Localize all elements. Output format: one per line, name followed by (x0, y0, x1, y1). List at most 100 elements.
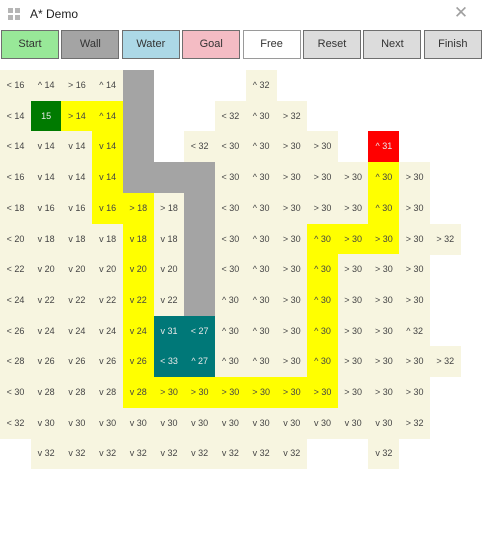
visited-cell[interactable]: ^ 30 (215, 316, 246, 347)
visited-cell[interactable]: v 30 (307, 408, 338, 439)
visited-cell[interactable]: v 30 (276, 408, 307, 439)
wall-cell[interactable] (184, 285, 215, 316)
visited-cell[interactable]: > 30 (276, 346, 307, 377)
path-cell[interactable]: > 18 (123, 193, 154, 224)
visited-cell[interactable]: v 32 (184, 438, 215, 469)
path-cell[interactable]: v 26 (123, 346, 154, 377)
visited-cell[interactable]: v 30 (368, 408, 399, 439)
visited-cell[interactable]: ^ 30 (215, 346, 246, 377)
goal-cell[interactable]: ^ 31 (368, 131, 399, 162)
visited-cell[interactable]: v 32 (368, 438, 399, 469)
wall-cell[interactable] (123, 162, 154, 193)
visited-cell[interactable]: ^ 30 (246, 224, 277, 255)
visited-cell[interactable]: v 30 (184, 408, 215, 439)
visited-cell[interactable]: > 32 (430, 346, 461, 377)
visited-cell[interactable]: v 20 (61, 254, 92, 285)
visited-cell[interactable]: > 32 (276, 101, 307, 132)
visited-cell[interactable]: v 30 (154, 408, 185, 439)
water-cell[interactable]: < 33 (154, 346, 185, 377)
visited-cell[interactable]: > 30 (338, 162, 369, 193)
visited-cell[interactable]: > 30 (338, 193, 369, 224)
visited-cell[interactable]: v 20 (154, 254, 185, 285)
visited-cell[interactable]: > 30 (368, 285, 399, 316)
visited-cell[interactable]: v 28 (31, 377, 62, 408)
visited-cell[interactable]: ^ 32 (246, 70, 277, 101)
visited-cell[interactable]: v 14 (31, 162, 62, 193)
wall-cell[interactable] (184, 193, 215, 224)
visited-cell[interactable]: v 14 (61, 131, 92, 162)
path-cell[interactable]: v 22 (123, 285, 154, 316)
path-cell[interactable]: ^ 30 (307, 224, 338, 255)
visited-cell[interactable]: > 30 (307, 193, 338, 224)
visited-cell[interactable]: v 30 (215, 408, 246, 439)
visited-cell[interactable]: ^ 30 (246, 254, 277, 285)
visited-cell[interactable]: < 30 (215, 224, 246, 255)
visited-cell[interactable]: < 30 (215, 131, 246, 162)
visited-cell[interactable]: v 30 (123, 408, 154, 439)
path-cell[interactable]: > 30 (307, 377, 338, 408)
visited-cell[interactable]: > 18 (154, 193, 185, 224)
wall-cell[interactable] (123, 70, 154, 101)
visited-cell[interactable]: < 18 (0, 193, 31, 224)
path-cell[interactable]: ^ 14 (92, 101, 123, 132)
visited-cell[interactable]: > 30 (307, 131, 338, 162)
next-button[interactable]: Next (363, 30, 421, 59)
path-cell[interactable]: ^ 30 (368, 162, 399, 193)
path-cell[interactable]: > 30 (154, 377, 185, 408)
visited-cell[interactable]: > 32 (399, 408, 430, 439)
visited-cell[interactable]: v 24 (31, 316, 62, 347)
visited-cell[interactable]: > 32 (430, 224, 461, 255)
visited-cell[interactable]: v 30 (31, 408, 62, 439)
visited-cell[interactable]: < 24 (0, 285, 31, 316)
path-cell[interactable]: v 14 (92, 131, 123, 162)
visited-cell[interactable]: v 28 (61, 377, 92, 408)
visited-cell[interactable]: v 32 (154, 438, 185, 469)
visited-cell[interactable]: v 18 (92, 224, 123, 255)
reset-button[interactable]: Reset (303, 30, 361, 59)
wall-cell[interactable] (184, 162, 215, 193)
visited-cell[interactable]: < 14 (0, 131, 31, 162)
path-cell[interactable]: > 30 (184, 377, 215, 408)
visited-cell[interactable]: > 30 (399, 162, 430, 193)
visited-cell[interactable]: ^ 30 (246, 193, 277, 224)
visited-cell[interactable]: > 30 (399, 254, 430, 285)
visited-cell[interactable]: > 30 (338, 285, 369, 316)
visited-cell[interactable]: > 30 (399, 193, 430, 224)
path-cell[interactable]: > 30 (368, 224, 399, 255)
visited-cell[interactable]: < 32 (184, 131, 215, 162)
path-cell[interactable]: v 18 (123, 224, 154, 255)
visited-cell[interactable]: > 30 (399, 346, 430, 377)
visited-cell[interactable]: > 30 (399, 285, 430, 316)
visited-cell[interactable]: > 30 (399, 377, 430, 408)
visited-cell[interactable]: ^ 30 (246, 285, 277, 316)
visited-cell[interactable]: v 30 (338, 408, 369, 439)
visited-cell[interactable]: < 32 (215, 101, 246, 132)
visited-cell[interactable]: v 30 (61, 408, 92, 439)
visited-cell[interactable]: v 32 (61, 438, 92, 469)
visited-cell[interactable]: < 32 (0, 408, 31, 439)
visited-cell[interactable]: v 22 (61, 285, 92, 316)
visited-cell[interactable]: > 30 (368, 346, 399, 377)
goal-button[interactable]: Goal (182, 30, 240, 59)
water-cell[interactable]: v 31 (154, 316, 185, 347)
visited-cell[interactable]: > 30 (276, 224, 307, 255)
visited-cell[interactable]: v 24 (61, 316, 92, 347)
visited-cell[interactable]: ^ 30 (246, 162, 277, 193)
visited-cell[interactable]: > 16 (61, 70, 92, 101)
visited-cell[interactable]: v 30 (92, 408, 123, 439)
start-button[interactable]: Start (1, 30, 59, 59)
visited-cell[interactable]: > 30 (338, 346, 369, 377)
visited-cell[interactable]: v 18 (154, 224, 185, 255)
wall-button[interactable]: Wall (61, 30, 119, 59)
visited-cell[interactable]: > 30 (276, 254, 307, 285)
visited-cell[interactable]: v 22 (31, 285, 62, 316)
visited-cell[interactable]: ^ 30 (246, 346, 277, 377)
visited-cell[interactable]: v 28 (92, 377, 123, 408)
path-cell[interactable]: ^ 30 (368, 193, 399, 224)
visited-cell[interactable]: > 30 (338, 254, 369, 285)
finish-button[interactable]: Finish (424, 30, 482, 59)
visited-cell[interactable]: > 30 (276, 193, 307, 224)
visited-cell[interactable]: < 30 (0, 377, 31, 408)
start-cell[interactable]: 15 (31, 101, 62, 132)
visited-cell[interactable]: v 32 (31, 438, 62, 469)
